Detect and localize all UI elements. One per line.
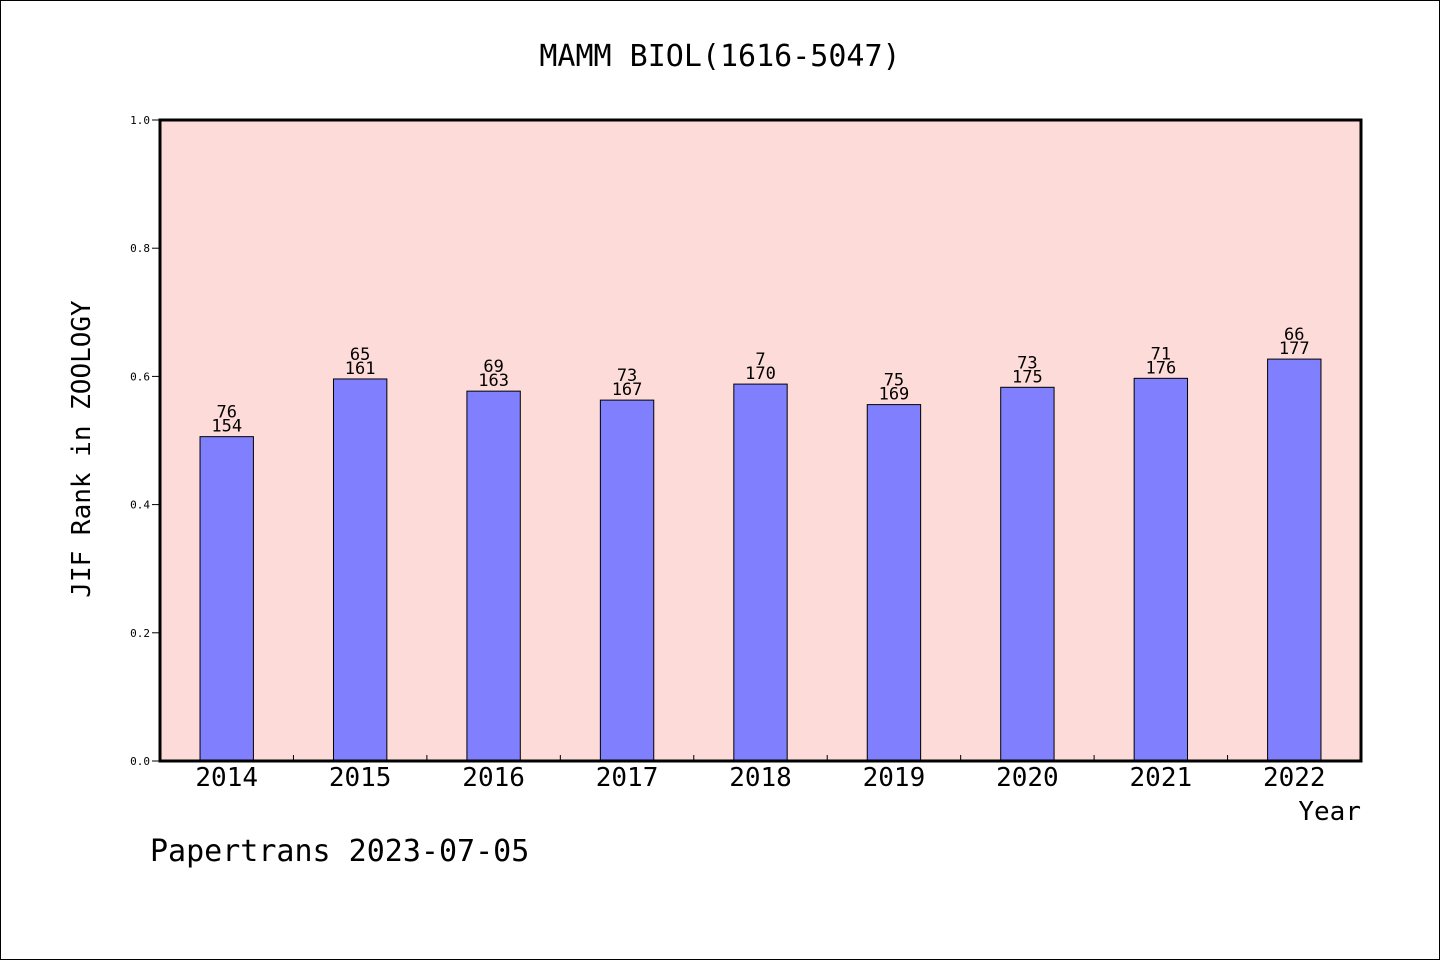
- bar-total-label: 163: [478, 371, 509, 391]
- y-tick-label: 0.8: [130, 242, 150, 255]
- footer-watermark: Papertrans 2023-07-05: [150, 834, 530, 869]
- bar-rank-label: 71: [1151, 344, 1171, 364]
- bar-rank-label: 69: [483, 357, 503, 377]
- bar-2016: [466, 390, 521, 762]
- x-tick-label: 2021: [1130, 763, 1193, 793]
- bar-rank-label: 66: [1284, 325, 1304, 345]
- bar-rank-label: 76: [216, 403, 236, 423]
- x-tick-label: 2015: [329, 763, 392, 793]
- x-tick-label: 2016: [462, 763, 525, 793]
- bar-rank-label: 7: [755, 350, 765, 370]
- bar-2017: [599, 399, 655, 762]
- y-axis-label: JIF Rank in ZOOLOGY: [67, 300, 97, 598]
- bar-2019: [866, 404, 922, 762]
- x-tick-label: 2017: [596, 763, 659, 793]
- y-tick-label: 1.0: [130, 114, 150, 127]
- x-axis-label: Year: [1298, 797, 1361, 827]
- bar-2014: [199, 436, 254, 762]
- bar-rank-label: 73: [1017, 353, 1037, 373]
- bar-total-label: 169: [879, 385, 910, 405]
- bar-total-label: 154: [211, 417, 242, 437]
- x-tick-label: 2014: [195, 763, 258, 793]
- bar-rank-label: 65: [350, 345, 370, 365]
- bar-2015: [332, 378, 388, 762]
- y-tick-label: 0.6: [130, 370, 150, 383]
- bar-total-label: 167: [612, 380, 643, 400]
- bar-total-label: 175: [1012, 367, 1043, 387]
- bar-rank-label: 73: [617, 366, 637, 386]
- y-axis: 0.0 0.2 0.4 0.6 0.8 1.0: [130, 114, 160, 768]
- y-tick-label: 0.4: [130, 499, 150, 512]
- bar-total-label: 161: [345, 359, 376, 379]
- y-tick-label: 0.0: [130, 755, 150, 768]
- plot-border: [158, 118, 1363, 763]
- x-axis: 2014 2015 2016 2017 2018 2019 2020 2021 2022: [195, 755, 1326, 793]
- x-tick-label: 2020: [996, 763, 1059, 793]
- y-tick-label: 0.2: [130, 627, 150, 640]
- x-tick-label: 2019: [863, 763, 926, 793]
- bar-rank-label: 75: [884, 371, 904, 391]
- bar-2018: [733, 383, 788, 762]
- x-tick-label: 2018: [729, 763, 792, 793]
- x-tick-label: 2022: [1263, 763, 1326, 793]
- chart-title: MAMM BIOL(1616-5047): [539, 39, 900, 74]
- bar-total-label: 170: [745, 364, 776, 384]
- bar-2020: [1000, 386, 1055, 762]
- bar-2022: [1267, 358, 1322, 762]
- bar-2021: [1133, 377, 1189, 762]
- bar-total-label: 176: [1145, 358, 1176, 378]
- bar-total-label: 177: [1279, 339, 1310, 359]
